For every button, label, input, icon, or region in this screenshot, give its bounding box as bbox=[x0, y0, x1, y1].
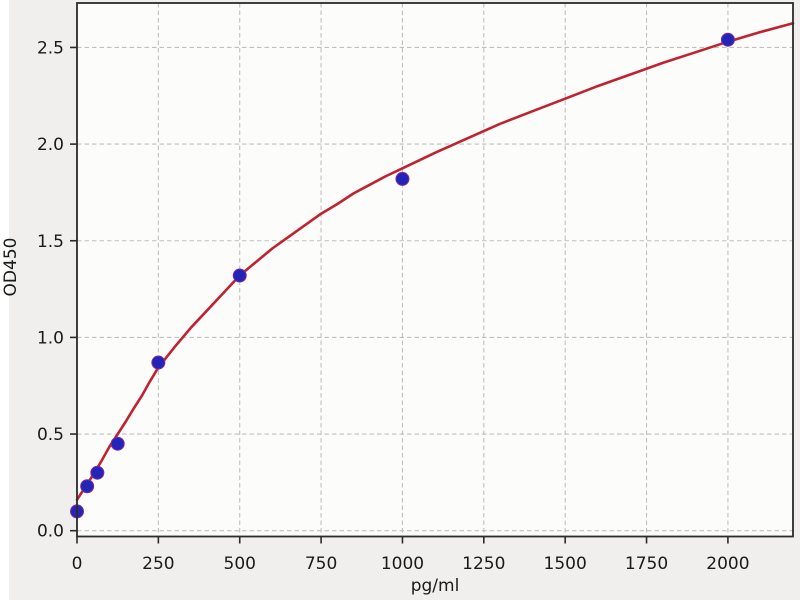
y-axis-label: OD450 bbox=[1, 238, 21, 297]
data-point bbox=[720, 32, 735, 47]
x-tick-label: 1000 bbox=[381, 554, 424, 574]
data-point bbox=[232, 268, 247, 283]
data-point bbox=[110, 436, 125, 451]
ticks-layer: 0 250 500 750 1000 1250 1500 1750 2000 0.0 0.5 1.0 1… bbox=[37, 38, 750, 574]
data-point bbox=[80, 479, 95, 494]
y-tick-label: 1.0 bbox=[37, 328, 64, 348]
y-tick-label: 2.5 bbox=[37, 38, 64, 58]
data-points-layer bbox=[70, 32, 735, 519]
plot-area bbox=[77, 3, 793, 537]
fit-curve bbox=[75, 21, 795, 502]
data-point bbox=[90, 465, 105, 480]
data-point bbox=[395, 171, 410, 186]
y-tick-label: 0.5 bbox=[37, 425, 64, 445]
data-point bbox=[151, 355, 166, 370]
y-tick-label: 1.5 bbox=[37, 232, 64, 252]
x-tick-label: 500 bbox=[224, 554, 256, 574]
x-axis-label: pg/ml bbox=[411, 576, 460, 596]
x-tick-label: 1250 bbox=[462, 554, 505, 574]
fit-curve-layer bbox=[75, 21, 795, 502]
x-tick-label: 1750 bbox=[625, 554, 668, 574]
y-tick-label: 0.0 bbox=[37, 522, 64, 542]
plot-spines bbox=[76, 2, 794, 538]
x-tick-label: 750 bbox=[305, 554, 337, 574]
y-tick-label: 2.0 bbox=[37, 135, 64, 155]
x-tick-label: 250 bbox=[142, 554, 174, 574]
x-tick-label: 2000 bbox=[706, 554, 749, 574]
x-tick-label: 1500 bbox=[544, 554, 587, 574]
x-tick-label: 0 bbox=[72, 554, 83, 574]
